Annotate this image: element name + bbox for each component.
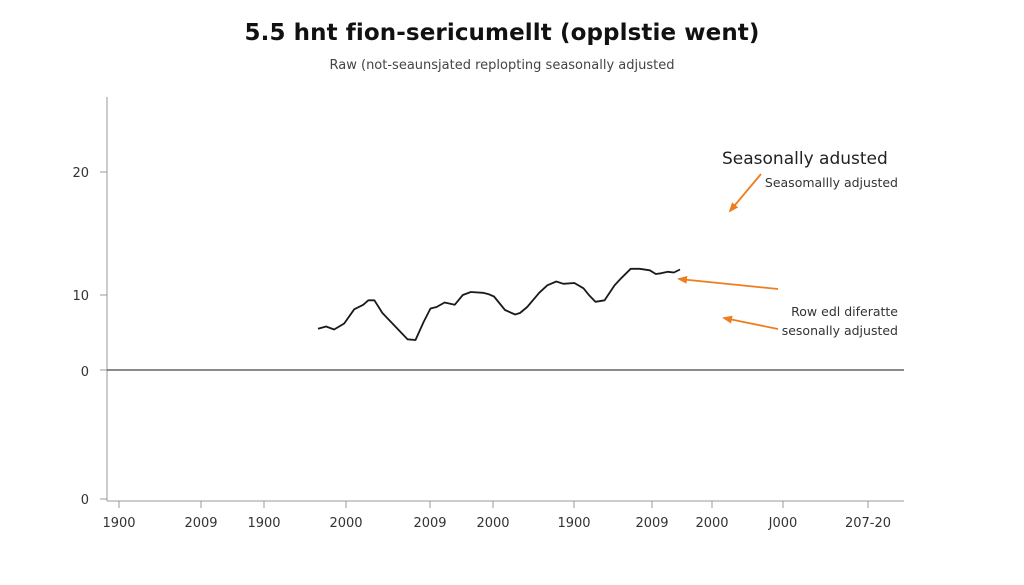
x-tick-label: 2000 bbox=[329, 516, 362, 531]
chart-subtitle: Raw (not-seaunsjated replopting seasonal… bbox=[329, 58, 675, 73]
y-tick-label: 10 bbox=[72, 289, 89, 304]
y-axis-ticks: 20 10 0 0 bbox=[72, 166, 107, 508]
x-tick-label: 2009 bbox=[184, 516, 217, 531]
y-tick-label: 0 bbox=[81, 365, 89, 380]
annotation-raw: Row edl diferatte bbox=[791, 304, 898, 319]
arrow-to-peak bbox=[728, 173, 762, 213]
series-line bbox=[317, 267, 681, 341]
arrow-to-trough bbox=[677, 275, 779, 290]
arrow-to-raw bbox=[722, 315, 779, 330]
x-tick-label: 2000 bbox=[695, 516, 728, 531]
x-tick-label: 207-20 bbox=[845, 516, 891, 531]
x-tick-label: 1900 bbox=[557, 516, 590, 531]
x-tick-label: J000 bbox=[768, 516, 798, 531]
x-tick-label: 1900 bbox=[102, 516, 135, 531]
x-tick-label: 2009 bbox=[413, 516, 446, 531]
x-tick-label: 1900 bbox=[247, 516, 280, 531]
y-tick-label: 0 bbox=[81, 493, 89, 508]
chart-title: 5.5 hnt fion-sericumellt (opplstie went) bbox=[244, 20, 760, 46]
x-axis-ticks: 1900 2009 1900 2000 2009 2000 1900 2009 … bbox=[102, 501, 891, 531]
annotation-seasonally-adjusted-heading: Seasonally adusted bbox=[722, 149, 888, 169]
annotation-arrows bbox=[677, 173, 779, 330]
annotation-seasonally-adjusted: Seasomallly adjusted bbox=[765, 175, 898, 190]
x-tick-label: 2009 bbox=[635, 516, 668, 531]
x-tick-label: 2000 bbox=[476, 516, 509, 531]
y-tick-label: 20 bbox=[72, 166, 89, 181]
annotation-raw-adjusted: sesonally adjusted bbox=[782, 323, 898, 338]
